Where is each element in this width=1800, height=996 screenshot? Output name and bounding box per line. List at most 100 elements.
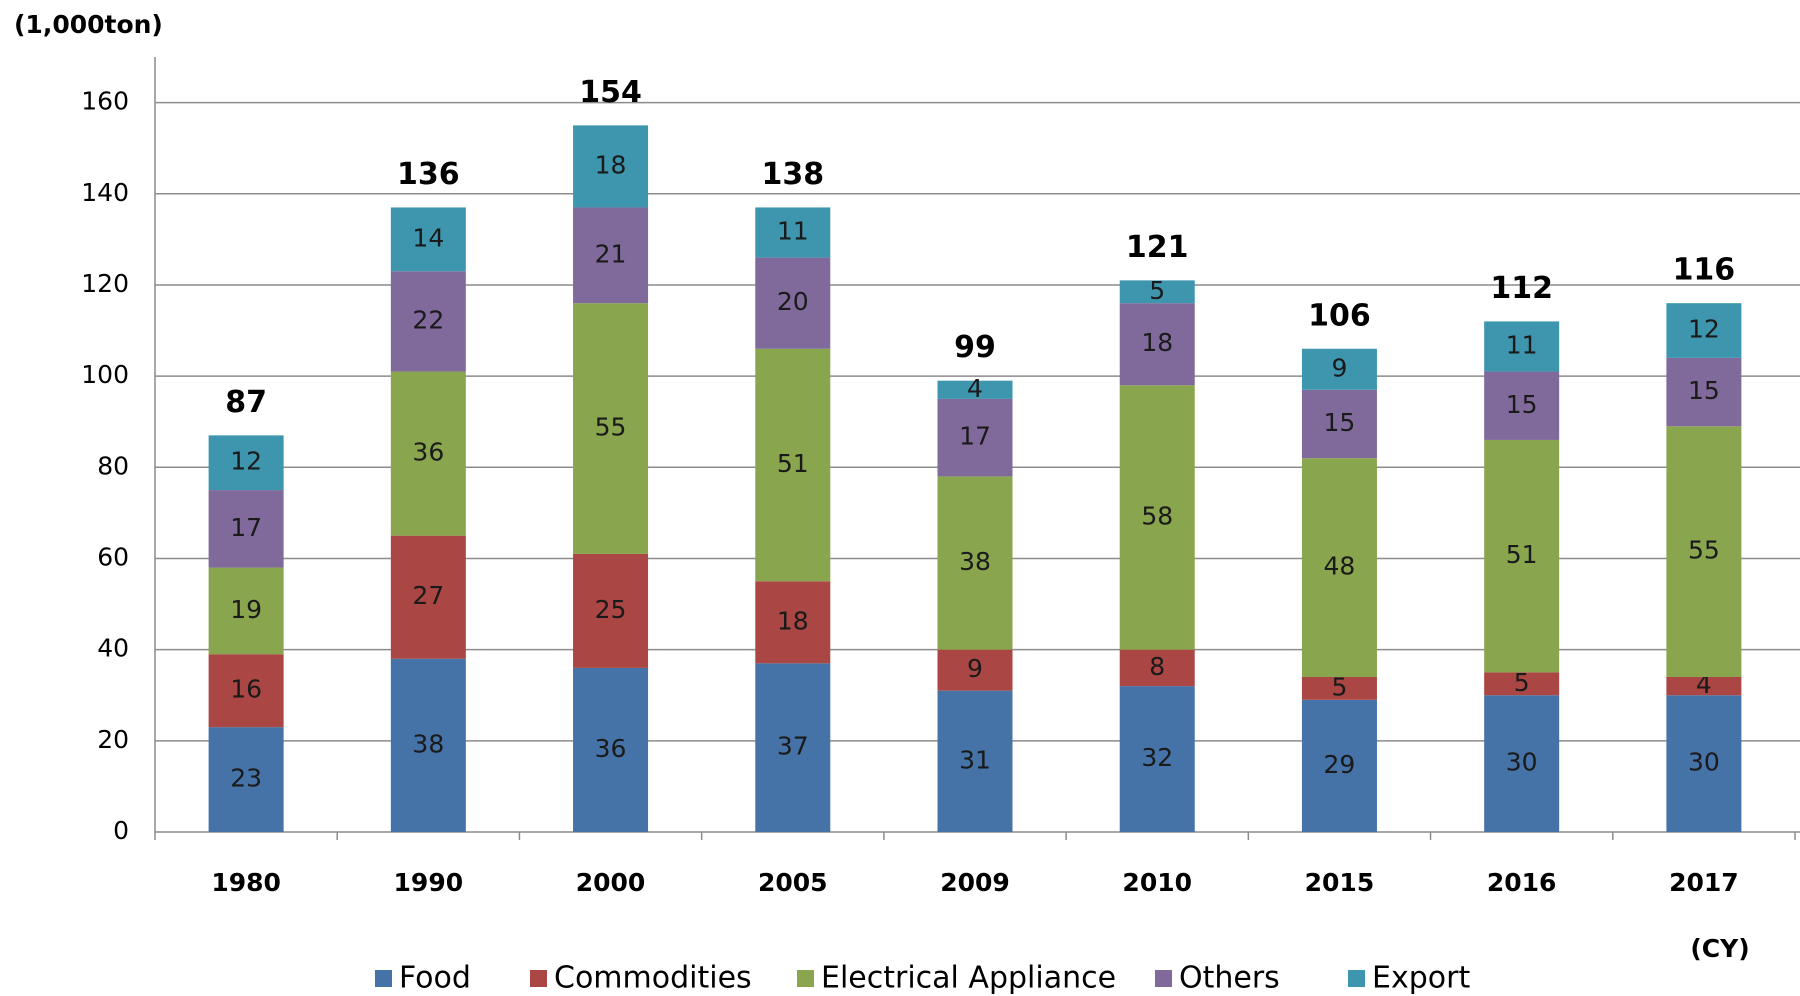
segment-label: 18: [595, 150, 627, 179]
y-tick-label: 0: [113, 816, 129, 845]
bar-segment: [208, 727, 284, 832]
x-tick-label: 2015: [1305, 868, 1375, 897]
segment-label: 29: [1324, 750, 1356, 779]
total-label: 136: [397, 157, 460, 192]
segment-label: 12: [1688, 315, 1720, 344]
bar-segment: [1666, 357, 1742, 427]
bar-segment: [1666, 303, 1742, 358]
bar-segment: [1484, 439, 1560, 673]
segment-label: 55: [595, 413, 627, 442]
total-label: 99: [954, 330, 996, 365]
segment-label: 37: [777, 732, 809, 761]
segment-label: 4: [967, 374, 983, 403]
legend-label: Others: [1179, 961, 1280, 996]
bar-segment: [390, 371, 466, 536]
bar-segment: [573, 303, 649, 554]
legend-label: Electrical Appliance: [821, 961, 1116, 996]
segment-label: 51: [1506, 540, 1538, 569]
segment-label: 5: [1149, 276, 1165, 305]
x-tick-label: 2017: [1669, 868, 1739, 897]
total-label: 106: [1308, 298, 1371, 333]
x-unit: (CY): [1690, 934, 1749, 963]
bar-segment: [755, 663, 831, 832]
bar-segment: [1484, 371, 1560, 440]
segment-label: 48: [1324, 552, 1356, 581]
legend-swatch: [1155, 970, 1172, 987]
bar-segment: [390, 271, 466, 372]
segment-label: 32: [1141, 743, 1173, 772]
segment-label: 36: [412, 438, 444, 467]
segment-label: 14: [412, 223, 444, 252]
total-label: 116: [1673, 253, 1736, 288]
bar-segment: [573, 125, 649, 208]
legend-swatch: [797, 970, 814, 987]
bar-segment: [1301, 389, 1377, 459]
y-tick-label: 40: [97, 634, 129, 663]
legend-label: Export: [1372, 961, 1470, 996]
segment-label: 36: [595, 734, 627, 763]
total-label: 121: [1126, 230, 1189, 265]
bar-segment: [390, 207, 466, 272]
y-tick-label: 160: [81, 87, 129, 116]
legend-swatch: [530, 970, 547, 987]
segment-label: 11: [1506, 330, 1538, 359]
bar-segment: [1666, 695, 1742, 832]
y-tick-label: 60: [97, 542, 129, 571]
segment-label: 31: [959, 745, 991, 774]
bar-segment: [1484, 695, 1560, 832]
legend-label: Food: [399, 961, 471, 996]
segment-label: 21: [595, 239, 627, 268]
y-tick-label: 20: [97, 725, 129, 754]
segment-label: 16: [230, 675, 262, 704]
total-label: 154: [579, 75, 642, 110]
bar-segment: [390, 658, 466, 832]
y-unit: (1,000ton): [14, 10, 163, 39]
segment-label: 58: [1141, 501, 1173, 530]
bar-segment: [1119, 686, 1195, 832]
segment-label: 19: [230, 595, 262, 624]
y-tick-label: 80: [97, 451, 129, 480]
bar-segment: [208, 567, 284, 655]
segment-label: 12: [230, 447, 262, 476]
segment-label: 5: [1514, 668, 1530, 697]
segment-label: 51: [777, 449, 809, 478]
bar-segment: [1666, 426, 1742, 677]
segment-label: 25: [595, 595, 627, 624]
bar-segment: [1484, 672, 1560, 696]
total-label: 112: [1490, 271, 1553, 306]
segment-label: 15: [1688, 376, 1720, 405]
bar-segment: [1666, 677, 1742, 696]
bar-segment: [755, 581, 831, 664]
bar-segment: [573, 667, 649, 832]
segment-label: 23: [230, 764, 262, 793]
bar-segment: [573, 553, 649, 668]
bar-segment: [1119, 385, 1195, 650]
x-tick-label: 1980: [211, 868, 281, 897]
segment-label: 15: [1324, 408, 1356, 437]
segment-label: 9: [1331, 353, 1347, 382]
total-label: 138: [761, 157, 824, 192]
segment-label: 18: [777, 606, 809, 635]
segment-label: 9: [967, 654, 983, 683]
bar-segment: [1119, 649, 1195, 687]
legend-label: Commodities: [554, 961, 752, 996]
segment-label: 15: [1506, 390, 1538, 419]
bar-segment: [390, 535, 466, 659]
bar-segment: [208, 435, 284, 491]
segment-label: 22: [412, 305, 444, 334]
segment-label: 55: [1688, 536, 1720, 565]
bar-segment: [1301, 677, 1377, 700]
segment-label: 30: [1506, 748, 1538, 777]
segment-label: 17: [959, 422, 991, 451]
segment-label: 11: [777, 217, 809, 246]
y-tick-label: 100: [81, 360, 129, 389]
legend-swatch: [1348, 970, 1365, 987]
x-tick-label: 1990: [394, 868, 464, 897]
bar-segment: [937, 690, 1013, 832]
bar-segment: [1119, 303, 1195, 386]
bar-segment: [1301, 699, 1377, 832]
bar-segment: [1484, 321, 1560, 372]
bar-segment: [755, 348, 831, 582]
bar-segment: [937, 476, 1013, 650]
segment-label: 8: [1149, 652, 1165, 681]
